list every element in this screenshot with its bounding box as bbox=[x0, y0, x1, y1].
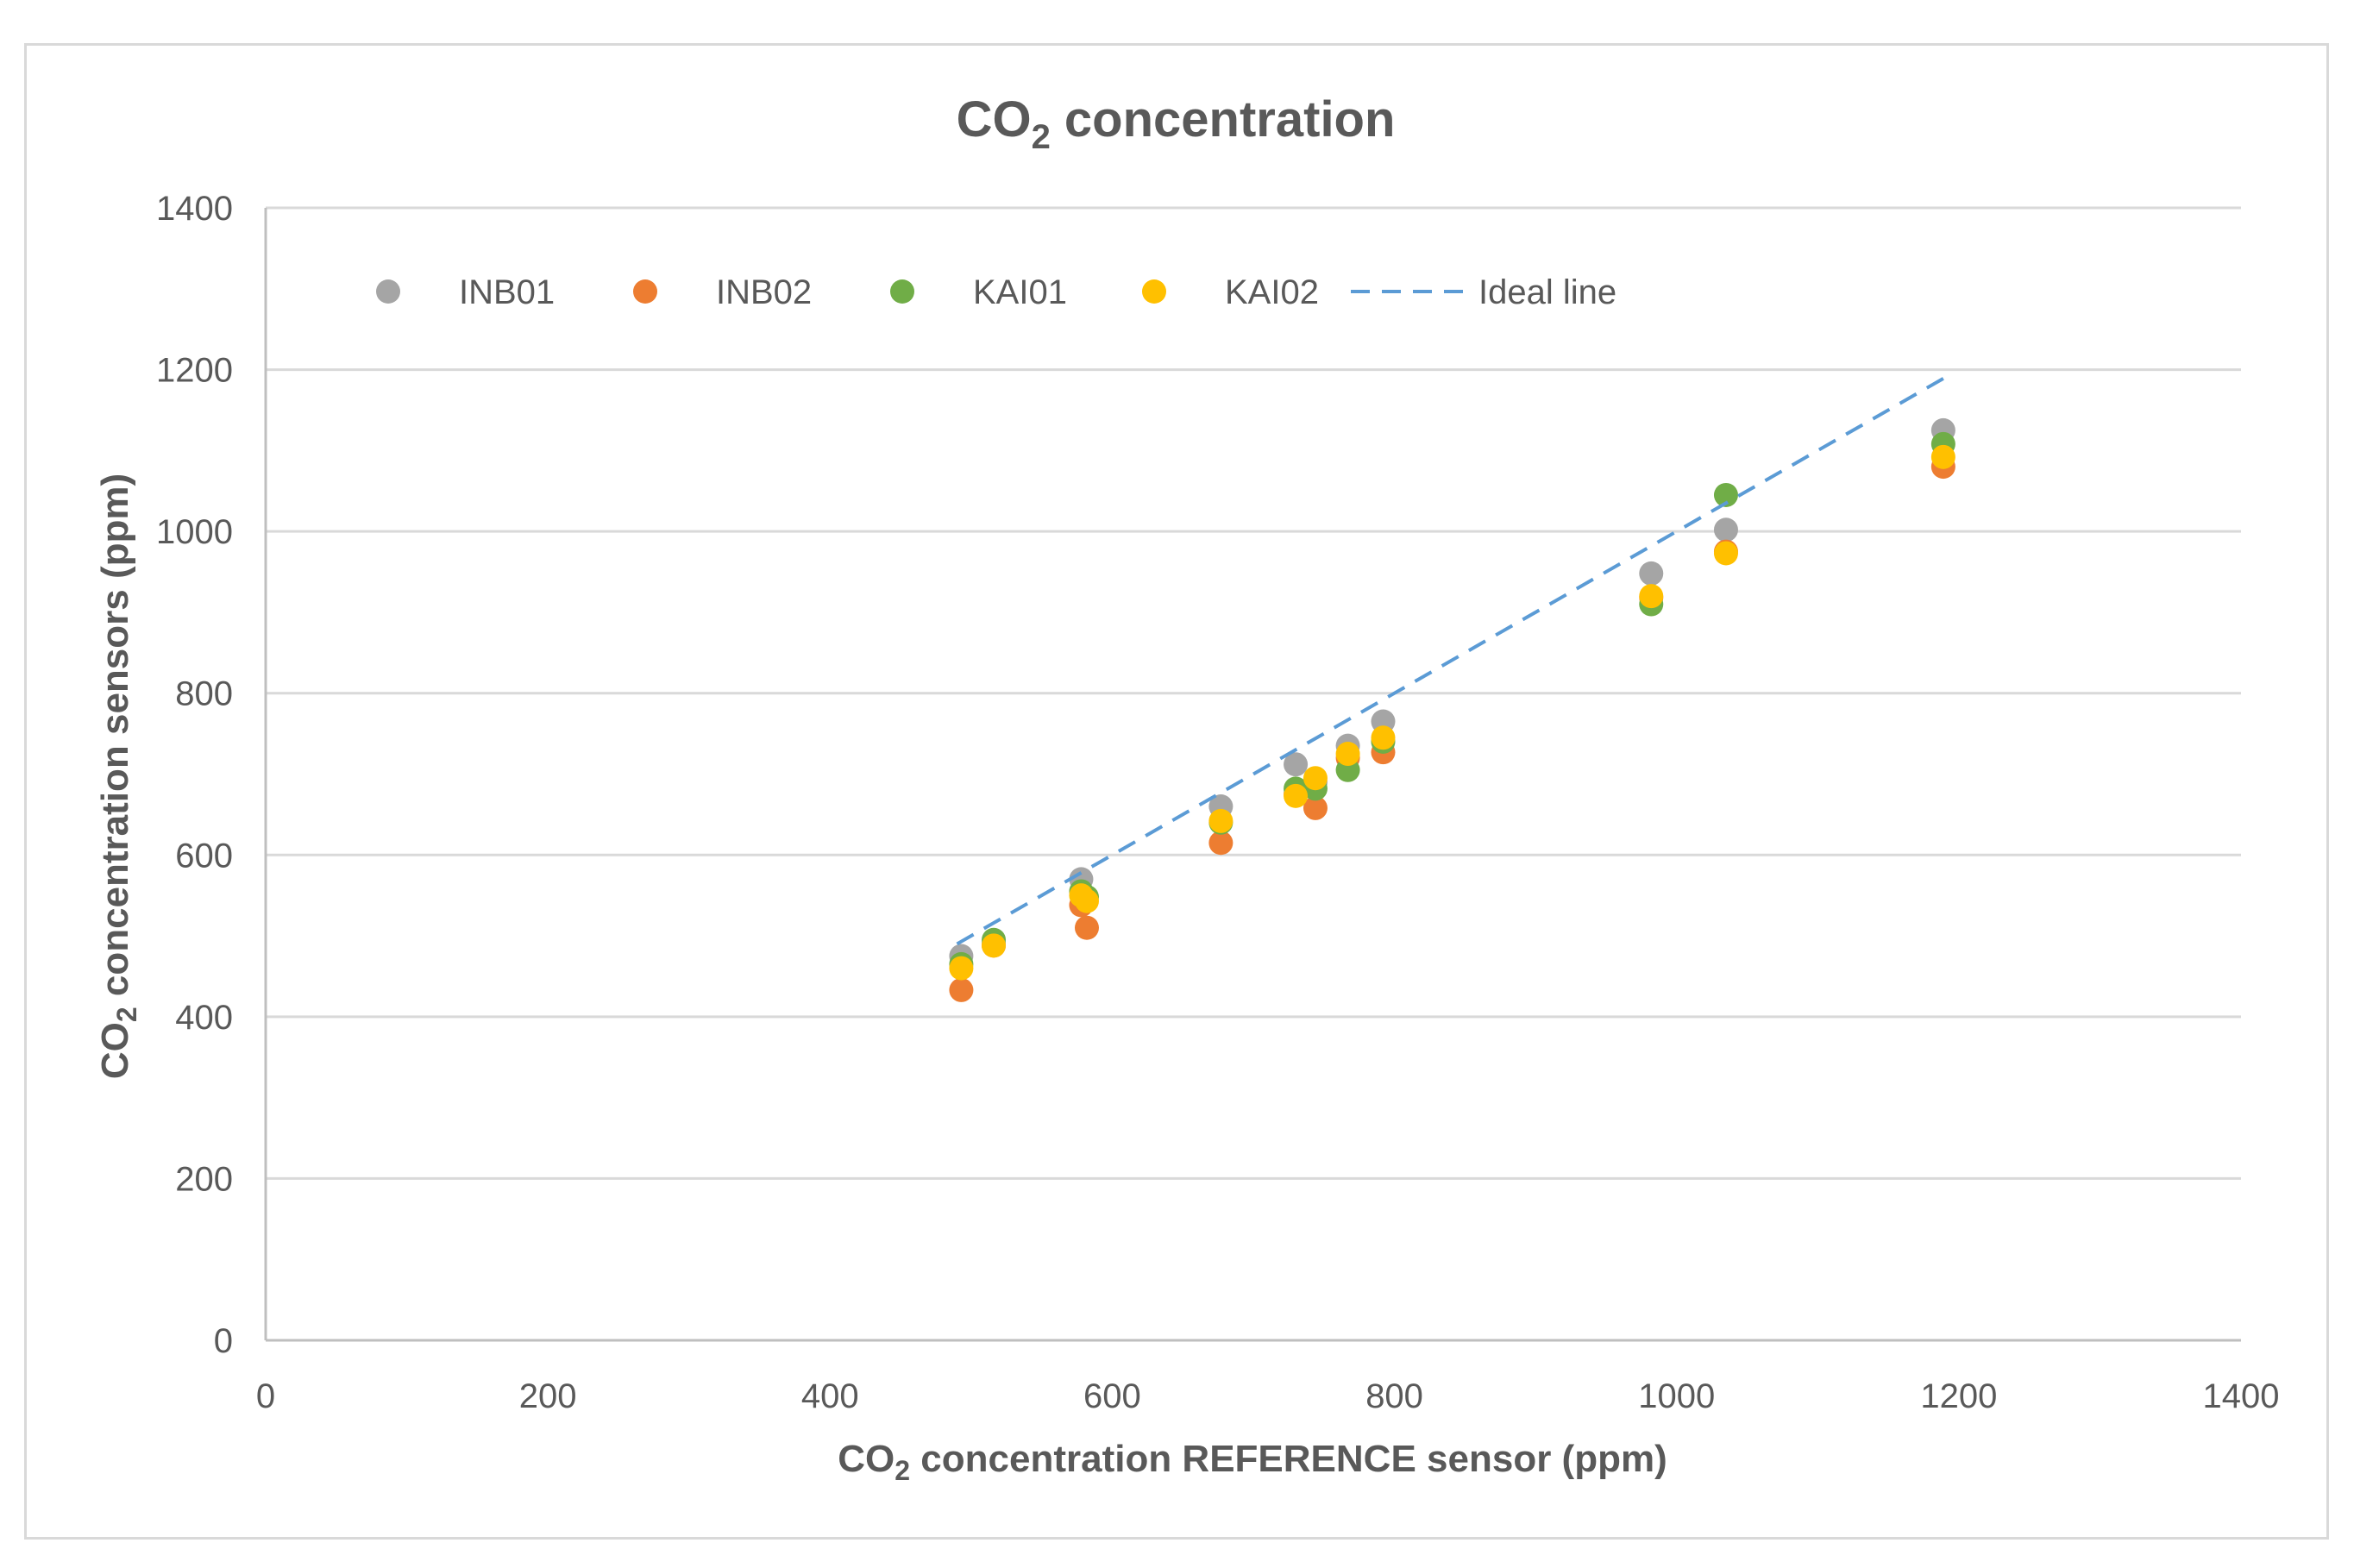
series-kai01 bbox=[949, 431, 1955, 976]
y-tick-label-600: 600 bbox=[175, 837, 233, 875]
y-tick-label-0: 0 bbox=[214, 1322, 233, 1360]
kai02-point bbox=[1639, 584, 1664, 609]
y-tick-label-1200: 1200 bbox=[156, 352, 233, 390]
kai02-point bbox=[1930, 444, 1955, 469]
y-tick-label-1000: 1000 bbox=[156, 513, 233, 551]
x-tick-label-800: 800 bbox=[1365, 1377, 1423, 1415]
legend-item-ideal-line: Ideal line bbox=[1351, 273, 1616, 311]
kai02-point bbox=[1284, 783, 1309, 808]
y-tick-label-400: 400 bbox=[175, 999, 233, 1037]
x-tick-label-1400: 1400 bbox=[2203, 1377, 2280, 1415]
y-tick-label-1400: 1400 bbox=[156, 190, 233, 228]
kai02-point bbox=[1208, 808, 1233, 833]
inb02-point bbox=[1303, 795, 1328, 820]
y-tick-labels: 0 200 400 600 800 1000 1200 1400 bbox=[156, 190, 233, 1360]
y-tick-label-800: 800 bbox=[175, 675, 233, 713]
chart-title: CO2 concentration bbox=[957, 91, 1396, 156]
inb01-point bbox=[1713, 517, 1738, 543]
gridlines bbox=[266, 206, 2241, 1180]
legend-label-inb01: INB01 bbox=[459, 273, 555, 311]
legend: INB01 INB02 KAI01 KAI02 Ideal line bbox=[376, 273, 1616, 311]
legend-label-ideal-line: Ideal line bbox=[1478, 273, 1616, 311]
y-tick-label-200: 200 bbox=[175, 1160, 233, 1198]
inb02-point bbox=[949, 977, 974, 1002]
x-tick-label-1000: 1000 bbox=[1638, 1377, 1715, 1415]
x-tick-label-0: 0 bbox=[256, 1377, 275, 1415]
legend-marker-kai01 bbox=[890, 279, 914, 304]
x-axis-title: CO2 concentration REFERENCE sensor (ppm) bbox=[838, 1438, 1667, 1486]
kai02-point bbox=[1303, 766, 1328, 791]
inb01-point bbox=[1284, 752, 1309, 777]
x-tick-label-600: 600 bbox=[1083, 1377, 1141, 1415]
kai02-point bbox=[1713, 541, 1738, 566]
inb02-point bbox=[1074, 915, 1099, 940]
kai02-point bbox=[1371, 725, 1396, 750]
x-tick-label-1200: 1200 bbox=[1920, 1377, 1997, 1415]
legend-item-inb02: INB02 bbox=[633, 273, 812, 311]
series-kai02 bbox=[949, 444, 1955, 981]
x-tick-label-400: 400 bbox=[801, 1377, 859, 1415]
legend-item-kai02: KAI02 bbox=[1142, 273, 1319, 311]
series-inb02 bbox=[949, 455, 1955, 1002]
x-tick-label-200: 200 bbox=[519, 1377, 577, 1415]
legend-label-inb02: INB02 bbox=[716, 273, 812, 311]
legend-label-kai02: KAI02 bbox=[1225, 273, 1319, 311]
series-layer bbox=[949, 376, 1955, 1002]
legend-item-inb01: INB01 bbox=[376, 273, 555, 311]
legend-marker-kai02 bbox=[1142, 279, 1166, 304]
kai02-point bbox=[982, 933, 1007, 958]
chart-frame bbox=[24, 43, 2329, 1540]
inb02-point bbox=[1208, 831, 1233, 856]
kai02-point bbox=[949, 956, 974, 981]
kai02-point bbox=[1074, 888, 1099, 913]
axes bbox=[264, 208, 2241, 1342]
inb01-point bbox=[1639, 561, 1664, 586]
kai01-point bbox=[1713, 482, 1738, 507]
legend-label-kai01: KAI01 bbox=[973, 273, 1067, 311]
legend-item-kai01: KAI01 bbox=[890, 273, 1067, 311]
series-ideal-line bbox=[956, 376, 1946, 946]
ideal-line bbox=[956, 376, 1946, 946]
legend-marker-inb02 bbox=[633, 279, 657, 304]
y-axis-title: CO2 concentration sensors (ppm) bbox=[94, 474, 142, 1079]
x-tick-labels: 0 200 400 600 800 1000 1200 1400 bbox=[256, 1377, 2280, 1415]
kai02-point bbox=[1335, 742, 1360, 767]
legend-marker-inb01 bbox=[376, 279, 400, 304]
